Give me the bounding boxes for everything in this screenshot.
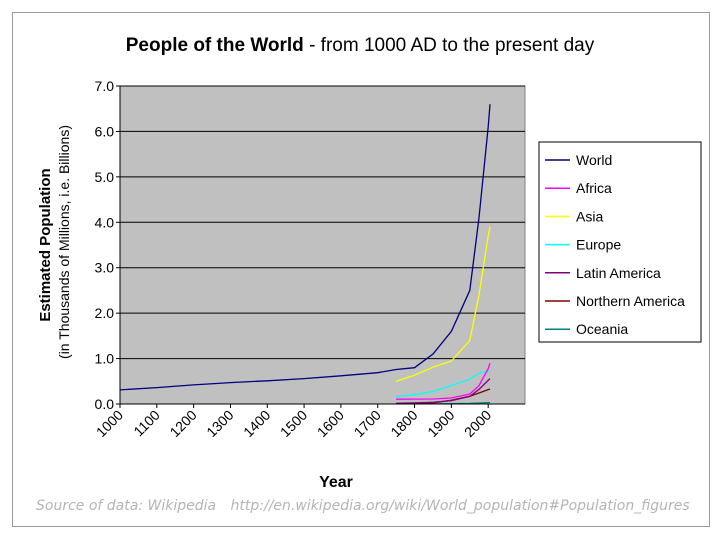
x-tick-label: 1400 bbox=[240, 407, 273, 440]
y-tick-label: 4.0 bbox=[95, 214, 115, 230]
y-axis-ticks: 0.0 1.0 2.0 3.0 4.0 5.0 6.0 7.0 bbox=[95, 78, 120, 412]
source-prefix: Source of data: Wikipedia bbox=[36, 498, 217, 514]
x-tick-label: 1700 bbox=[351, 407, 384, 440]
x-tick-label: 1300 bbox=[203, 407, 236, 440]
legend-label-northern-america: Northern America bbox=[576, 293, 685, 309]
y-tick-label: 2.0 bbox=[95, 305, 115, 321]
x-tick-label: 1800 bbox=[387, 407, 420, 440]
series-line-latin-america bbox=[396, 378, 491, 404]
x-tick-label: 1900 bbox=[424, 407, 457, 440]
y-tick-label: 0.0 bbox=[95, 396, 115, 412]
legend: World Africa Asia Europe Latin America Northe… bbox=[545, 152, 685, 337]
legend-label-africa: Africa bbox=[576, 180, 612, 196]
gridlines bbox=[120, 85, 525, 360]
x-axis-ticks: 1000 1100 1200 1300 1400 1500 1600 1700 1800 1900… bbox=[93, 404, 494, 440]
series-line-world bbox=[119, 104, 491, 391]
legend-label-latin-america: Latin America bbox=[576, 265, 661, 281]
y-tick-label: 1.0 bbox=[95, 351, 115, 367]
chart-title-bold: People of the World bbox=[126, 35, 304, 56]
plot-area bbox=[119, 85, 526, 405]
x-tick-label: 1600 bbox=[314, 407, 347, 440]
y-tick-label: 6.0 bbox=[95, 123, 115, 139]
legend-label-oceania: Oceania bbox=[576, 321, 628, 337]
x-tick-label: 1200 bbox=[166, 407, 199, 440]
x-tick-label: 1500 bbox=[277, 407, 310, 440]
x-axis-label: Year bbox=[319, 474, 353, 491]
y-tick-label: 5.0 bbox=[95, 169, 115, 185]
x-tick-label: 1100 bbox=[130, 407, 163, 440]
series-line-africa bbox=[396, 362, 491, 400]
legend-label-asia: Asia bbox=[576, 208, 603, 224]
y-tick-label: 3.0 bbox=[95, 260, 115, 276]
legend-label-europe: Europe bbox=[576, 237, 621, 253]
legend-box bbox=[538, 141, 702, 343]
source-url: http://en.wikipedia.org/wiki/World_popul… bbox=[230, 498, 690, 514]
source-note: Source of data: Wikipedia http://en.wiki… bbox=[36, 498, 700, 514]
x-tick-label: 2000 bbox=[461, 407, 494, 440]
y-axis-label-sub: (in Thousands of Millions, i.e. Billions… bbox=[56, 125, 72, 359]
y-tick-label: 7.0 bbox=[95, 78, 115, 94]
chart-title-rest: - from 1000 AD to the present day bbox=[304, 35, 595, 56]
y-axis-label-main: Estimated Population bbox=[37, 168, 54, 321]
series-line-asia bbox=[395, 226, 491, 382]
legend-label-world: World bbox=[576, 152, 612, 168]
chart-title: People of the World - from 1000 AD to th… bbox=[126, 35, 595, 56]
